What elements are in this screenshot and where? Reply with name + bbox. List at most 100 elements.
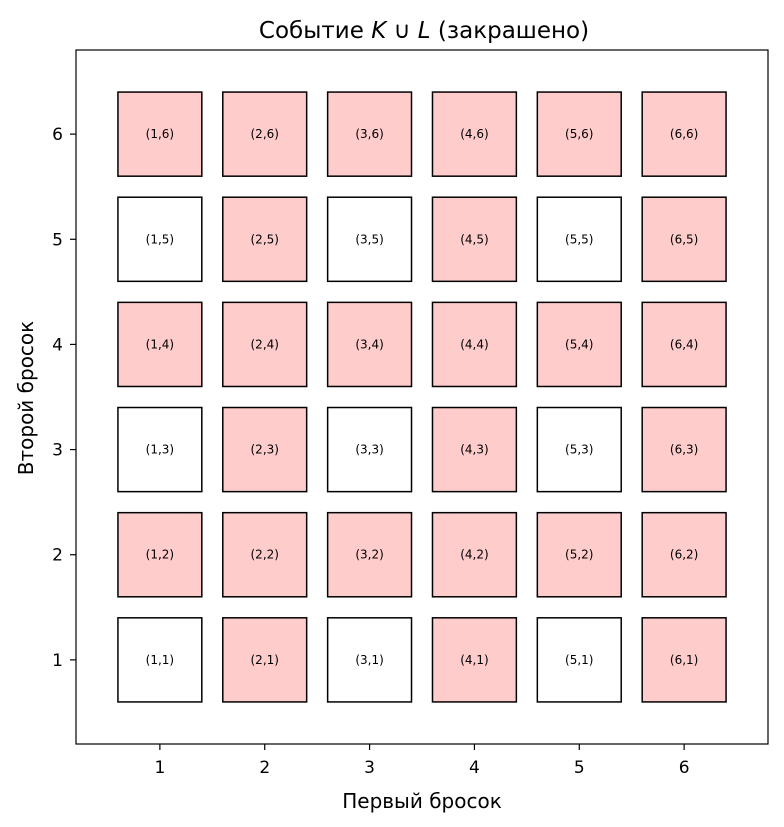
x-tick-label: 3 [364,758,375,778]
cell-label: (1,6) [146,127,174,141]
cell-5-4: (5,4) [536,301,622,388]
shaded-cell [117,301,203,388]
shaded-cell [222,617,308,703]
cell-label: (5,1) [565,653,593,667]
cell-label: (5,3) [565,443,593,457]
cell-label: (2,6) [251,127,279,141]
x-tick-label: 2 [259,758,270,778]
cell-5-1: (5,1) [536,617,622,703]
unshaded-cell [326,196,413,283]
shaded-cell [222,511,308,598]
unshaded-cell [117,196,203,283]
y-axis-label: Второй бросок [14,321,38,475]
cell-label: (6,2) [670,548,698,562]
cell-label: (2,3) [251,443,279,457]
shaded-cell [431,511,518,598]
cell-6-5: (6,5) [641,196,727,283]
cell-1-6: (1,6) [117,91,203,177]
unshaded-cell [117,617,203,703]
cell-label: (4,2) [460,548,488,562]
unshaded-cell [536,617,622,703]
cell-4-6: (4,6) [431,91,518,177]
cell-label: (1,5) [146,232,174,246]
y-tick-label: 2 [52,546,63,566]
shaded-cell [641,196,727,283]
cell-6-1: (6,1) [641,617,727,703]
shaded-cell [222,301,308,388]
cell-5-5: (5,5) [536,196,622,283]
unshaded-cell [326,617,413,703]
cell-2-5: (2,5) [222,196,308,283]
title-suffix: (закрашено) [431,18,589,44]
title-prefix: Событие [259,18,371,44]
cell-label: (3,1) [355,653,383,667]
cell-5-6: (5,6) [536,91,622,177]
cell-1-2: (1,2) [117,511,203,598]
cell-label: (3,6) [355,127,383,141]
cell-label: (6,1) [670,653,698,667]
cell-2-6: (2,6) [222,91,308,177]
cell-2-3: (2,3) [222,406,308,493]
cell-6-4: (6,4) [641,301,727,388]
unshaded-cell [326,406,413,493]
cell-label: (4,1) [460,653,488,667]
x-axis-label: Первый бросок [342,789,502,813]
shaded-cell [431,406,518,493]
shaded-cell [641,91,727,177]
y-tick-label: 5 [52,230,63,250]
cell-6-3: (6,3) [641,406,727,493]
cell-3-1: (3,1) [326,617,413,703]
cell-3-6: (3,6) [326,91,413,177]
cell-4-4: (4,4) [431,301,518,388]
x-tick-label: 1 [154,758,165,778]
ticks-layer: 1 2 3 4 5 6 1 2 3 4 5 6 [52,125,689,778]
cell-1-5: (1,5) [117,196,203,283]
cell-6-6: (6,6) [641,91,727,177]
cell-3-4: (3,4) [326,301,413,388]
shaded-cell [117,91,203,177]
chart-title: Событие K ∪ L (закрашено) [259,18,589,44]
cell-4-1: (4,1) [431,617,518,703]
cell-5-2: (5,2) [536,511,622,598]
shaded-cell [326,511,413,598]
cell-label: (2,1) [251,653,279,667]
cell-label: (5,6) [565,127,593,141]
cell-label: (2,2) [251,548,279,562]
cells-layer: (1,1) (2,1) (3,1) (4,1) (5,1) (6,1) (1,2) (2,2)… [117,91,727,703]
shaded-cell [641,406,727,493]
x-tick-label: 4 [469,758,480,778]
shaded-cell [536,301,622,388]
cell-4-2: (4,2) [431,511,518,598]
shaded-cell [536,511,622,598]
title-l: L [418,18,431,44]
shaded-cell [641,617,727,703]
shaded-cell [431,617,518,703]
cell-label: (6,4) [670,337,698,351]
cell-3-2: (3,2) [326,511,413,598]
cell-label: (6,5) [670,232,698,246]
cell-label: (1,3) [146,443,174,457]
shaded-cell [431,196,518,283]
cell-label: (2,4) [251,337,279,351]
cell-label: (4,4) [460,337,488,351]
title-union: ∪ [386,18,417,44]
unshaded-cell [117,406,203,493]
cell-2-4: (2,4) [222,301,308,388]
cell-label: (3,4) [355,337,383,351]
x-tick-label: 5 [574,758,585,778]
cell-label: (6,6) [670,127,698,141]
cell-5-3: (5,3) [536,406,622,493]
shaded-cell [326,301,413,388]
cell-label: (1,4) [146,337,174,351]
cell-label: (1,1) [146,653,174,667]
shaded-cell [431,91,518,177]
cell-label: (5,5) [565,232,593,246]
shaded-cell [222,406,308,493]
cell-4-5: (4,5) [431,196,518,283]
cell-1-3: (1,3) [117,406,203,493]
shaded-cell [326,91,413,177]
title-k: K [371,18,388,44]
unshaded-cell [536,406,622,493]
shaded-cell [641,301,727,388]
cell-4-3: (4,3) [431,406,518,493]
